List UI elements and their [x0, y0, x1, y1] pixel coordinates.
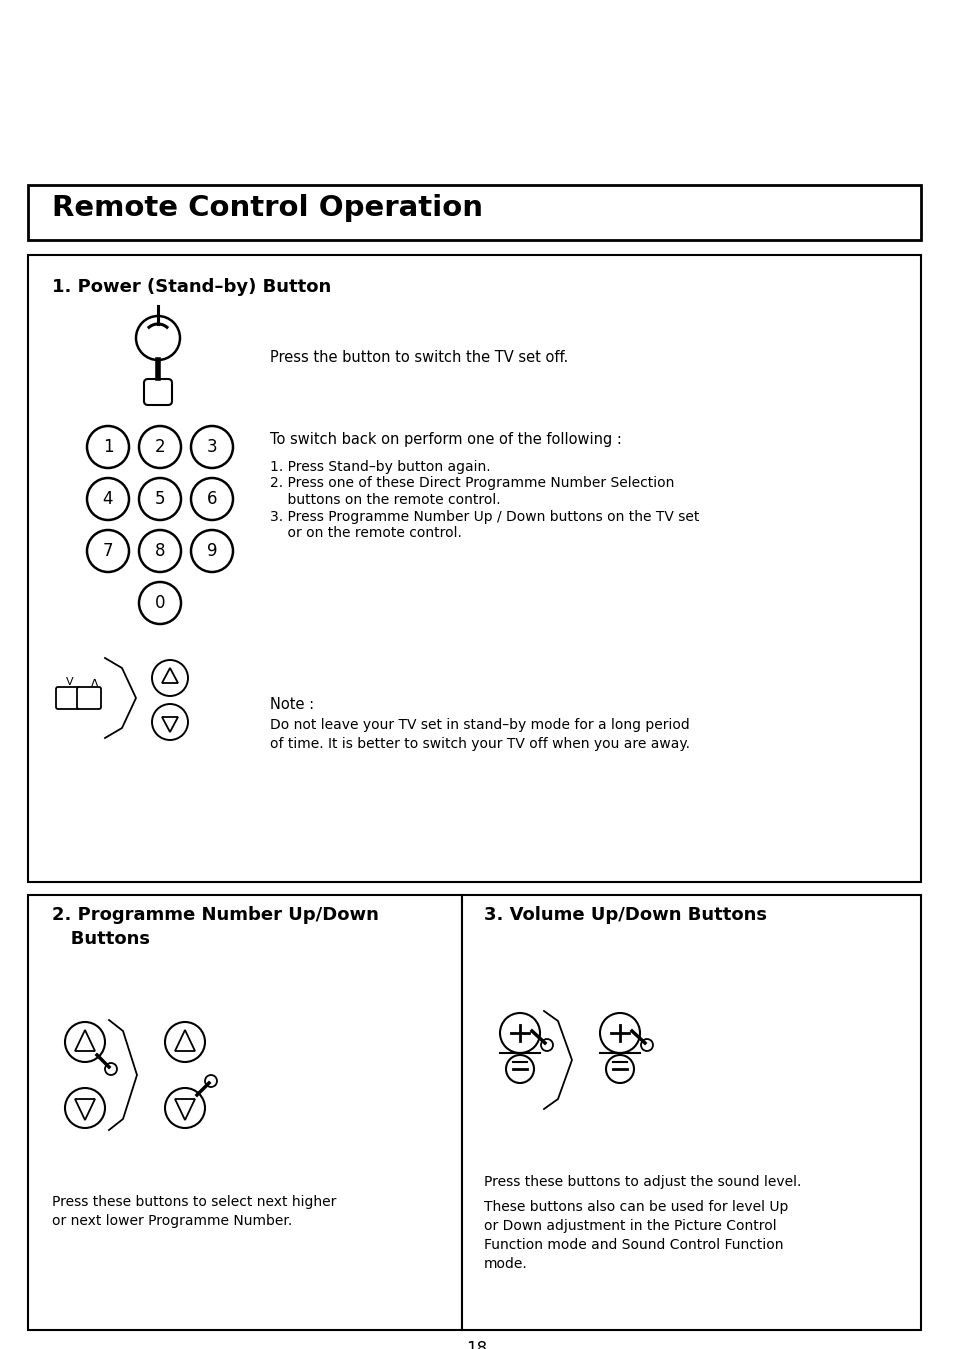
- Text: 4: 4: [103, 490, 113, 509]
- Text: Press these buttons to adjust the sound level.: Press these buttons to adjust the sound …: [483, 1175, 801, 1188]
- Text: Do not leave your TV set in stand–by mode for a long period
of time. It is bette: Do not leave your TV set in stand–by mod…: [270, 718, 689, 751]
- FancyBboxPatch shape: [144, 379, 172, 405]
- Text: 2. Programme Number Up/Down: 2. Programme Number Up/Down: [52, 907, 378, 924]
- Text: 2: 2: [154, 438, 165, 456]
- Bar: [461, 894, 920, 1330]
- Text: 18: 18: [466, 1340, 487, 1349]
- Text: 9: 9: [207, 542, 217, 560]
- Text: Press the button to switch the TV set off.: Press the button to switch the TV set of…: [270, 351, 568, 366]
- Text: 1. Press Stand–by button again.: 1. Press Stand–by button again.: [270, 460, 490, 473]
- FancyBboxPatch shape: [77, 687, 101, 710]
- Text: Note :: Note :: [270, 697, 314, 712]
- Bar: [28, 185, 920, 240]
- Text: 5: 5: [154, 490, 165, 509]
- Text: To switch back on perform one of the following :: To switch back on perform one of the fol…: [270, 432, 621, 447]
- Bar: [28, 255, 920, 882]
- Text: ʌ: ʌ: [91, 676, 97, 688]
- Text: 3. Volume Up/Down Buttons: 3. Volume Up/Down Buttons: [483, 907, 766, 924]
- Text: or on the remote control.: or on the remote control.: [270, 526, 461, 540]
- Text: 8: 8: [154, 542, 165, 560]
- Text: 0: 0: [154, 594, 165, 612]
- FancyBboxPatch shape: [56, 687, 80, 710]
- Text: Press these buttons to select next higher
or next lower Programme Number.: Press these buttons to select next highe…: [52, 1195, 336, 1228]
- Text: 6: 6: [207, 490, 217, 509]
- Text: 3: 3: [207, 438, 217, 456]
- Text: 1: 1: [103, 438, 113, 456]
- Text: These buttons also can be used for level Up
or Down adjustment in the Picture Co: These buttons also can be used for level…: [483, 1201, 787, 1271]
- Text: V: V: [66, 677, 73, 687]
- Text: Buttons: Buttons: [52, 929, 150, 948]
- Text: Remote Control Operation: Remote Control Operation: [52, 194, 482, 223]
- Text: 2. Press one of these Direct Programme Number Selection: 2. Press one of these Direct Programme N…: [270, 476, 674, 491]
- Text: buttons on the remote control.: buttons on the remote control.: [270, 492, 500, 507]
- Text: 1. Power (Stand–by) Button: 1. Power (Stand–by) Button: [52, 278, 331, 295]
- Bar: [28, 894, 461, 1330]
- Text: 7: 7: [103, 542, 113, 560]
- Text: 3. Press Programme Number Up / Down buttons on the TV set: 3. Press Programme Number Up / Down butt…: [270, 510, 699, 523]
